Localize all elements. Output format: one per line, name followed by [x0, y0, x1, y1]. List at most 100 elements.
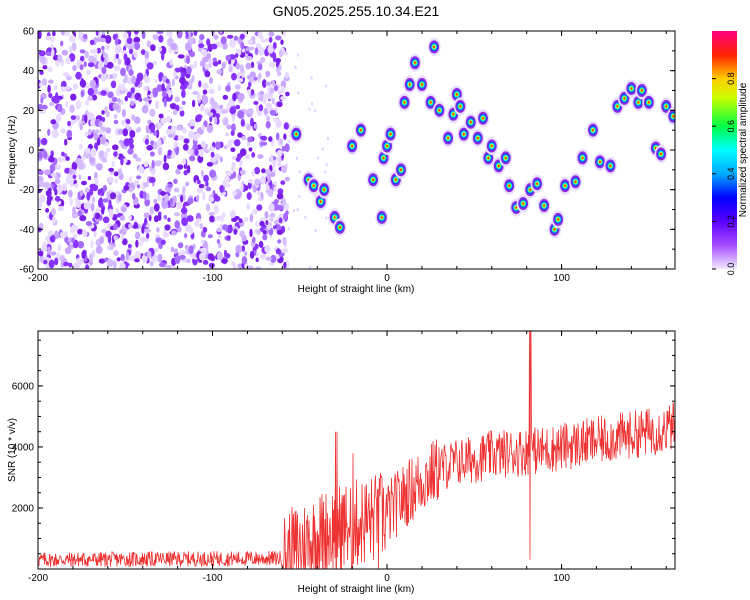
noise-blob [233, 35, 238, 41]
noise-blob [87, 87, 95, 96]
noise-blob [60, 128, 66, 134]
noise-dot [314, 109, 317, 113]
noise-blob [260, 141, 268, 146]
noise-blob [267, 189, 274, 197]
noise-blob [89, 39, 95, 46]
noise-blob [160, 116, 167, 125]
noise-blob [209, 115, 213, 123]
noise-blob [222, 94, 228, 100]
hot-spot-core [420, 83, 423, 86]
hot-spot-core [312, 184, 315, 187]
noise-blob [84, 187, 90, 194]
hot-spot-core [482, 117, 485, 120]
noise-blob [117, 58, 122, 65]
y-tick-label: 40 [23, 66, 35, 77]
noise-blob [148, 176, 156, 183]
noise-blob [171, 230, 177, 236]
noise-blob [200, 239, 205, 244]
x-tick-label: -200 [28, 573, 48, 584]
hot-spot-core [553, 228, 556, 231]
hot-spot-core [359, 128, 362, 132]
noise-blob [66, 75, 72, 81]
noise-blob [85, 221, 93, 226]
hot-spot-core [660, 152, 663, 156]
colorbar-tick-label: 0.0 [726, 263, 736, 276]
noise-blob [75, 157, 83, 165]
noise-blob [111, 80, 117, 89]
noise-dot [298, 170, 301, 174]
noise-blob [178, 105, 184, 112]
noise-blob [53, 96, 60, 104]
noise-blob [118, 168, 122, 176]
noise-blob [54, 195, 61, 202]
noise-blob [98, 258, 106, 264]
noise-blob [38, 169, 44, 176]
noise-blob [240, 183, 244, 192]
noise-blob [64, 138, 68, 146]
noise-blob [57, 54, 63, 63]
noise-blob [231, 123, 236, 132]
noise-blob [221, 61, 226, 69]
hot-spot [576, 148, 590, 167]
noise-blob [170, 246, 175, 253]
noise-blob [85, 147, 91, 154]
noise-blob [94, 212, 101, 220]
noise-blob [172, 195, 177, 204]
noise-blob [259, 94, 265, 102]
noise-blob [214, 153, 221, 160]
noise-blob [256, 204, 263, 211]
noise-blob [79, 189, 84, 197]
noise-blob [167, 217, 171, 222]
noise-blob [185, 55, 191, 64]
noise-blob [102, 216, 110, 224]
noise-blob [238, 218, 243, 224]
noise-blob [184, 233, 188, 239]
noise-blob [124, 123, 131, 130]
noise-blob [143, 182, 149, 188]
noise-blob [43, 150, 48, 159]
noise-blob [120, 206, 127, 213]
noise-blob [89, 253, 93, 262]
y-tick-label: 0 [28, 146, 34, 157]
noise-blob [195, 218, 202, 223]
hot-spot-core [529, 188, 532, 191]
noise-blob [276, 162, 282, 167]
noise-blob [56, 252, 61, 260]
noise-blob [267, 174, 271, 183]
noise-blob [269, 109, 277, 116]
noise-blob [96, 163, 103, 171]
noise-blob [98, 60, 104, 69]
noise-blob [245, 56, 253, 61]
noise-blob [233, 195, 241, 200]
noise-blob [79, 215, 87, 222]
noise-blob [119, 215, 125, 221]
noise-blob [239, 64, 244, 71]
noise-blob [269, 155, 274, 163]
noise-blob [176, 169, 181, 175]
hot-spot-core [476, 136, 479, 140]
hot-spot [499, 148, 513, 167]
noise-blob [143, 161, 149, 168]
noise-blob [187, 122, 191, 127]
noise-blob [93, 48, 98, 53]
noise-blob [105, 110, 110, 118]
hot-spot [415, 75, 429, 94]
noise-blob [232, 171, 237, 179]
noise-blob [71, 161, 78, 171]
hot-spot-core [522, 202, 525, 205]
noise-blob [135, 157, 142, 162]
noise-blob [54, 175, 59, 181]
noise-blob [157, 146, 163, 156]
noise-blob [275, 132, 280, 141]
hot-spot [502, 176, 516, 195]
noise-blob [205, 203, 211, 212]
noise-blob [144, 138, 149, 145]
noise-blob [194, 148, 199, 156]
noise-blob [44, 169, 51, 176]
hot-spot-core [598, 160, 601, 164]
noise-blob [226, 34, 234, 39]
hot-spot [441, 129, 455, 148]
noise-blob [68, 262, 73, 268]
noise-blob [201, 94, 206, 100]
noise-blob [245, 185, 249, 191]
